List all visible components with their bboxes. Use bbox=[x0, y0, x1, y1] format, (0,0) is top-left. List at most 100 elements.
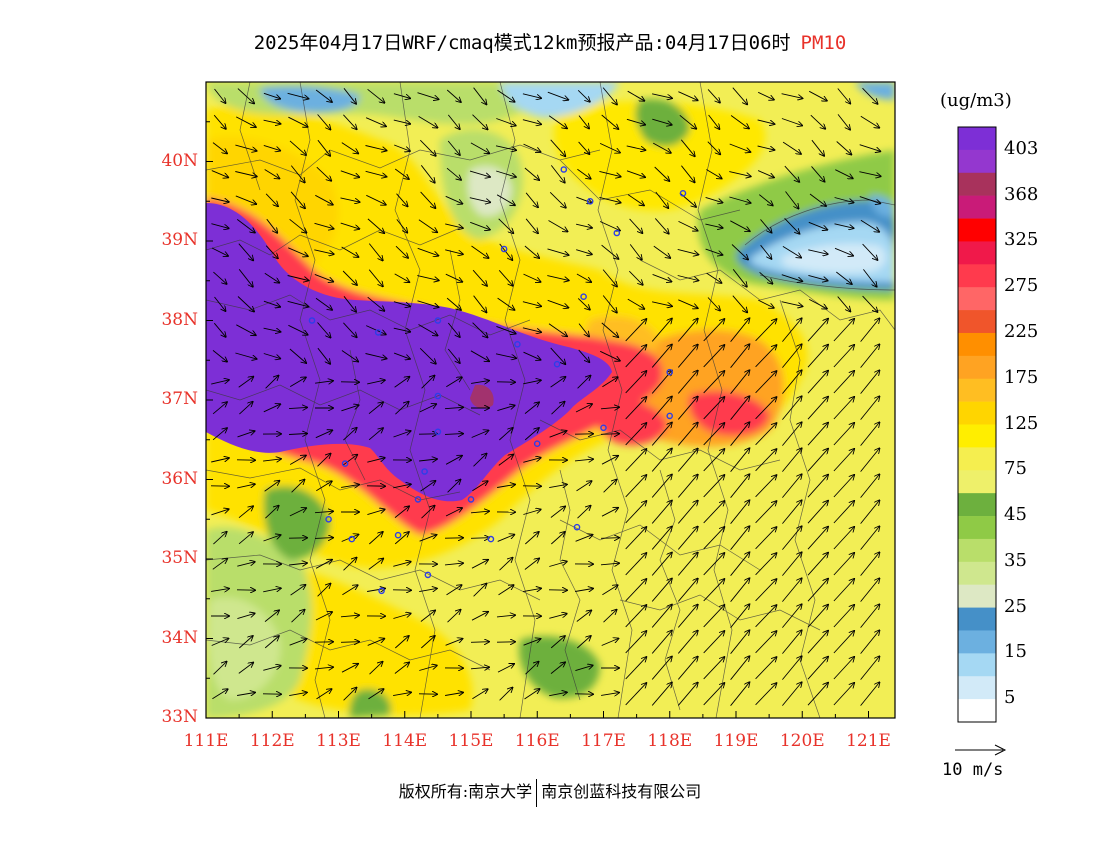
wind-vector bbox=[730, 500, 750, 524]
wind-vector bbox=[214, 88, 226, 103]
wind-vector bbox=[550, 347, 566, 364]
wind-vector bbox=[651, 449, 672, 472]
wind-vector bbox=[807, 657, 828, 680]
wind-vector bbox=[782, 474, 801, 498]
wind-vector bbox=[495, 145, 516, 150]
wind-vector bbox=[651, 345, 672, 368]
wind-vector bbox=[213, 114, 226, 129]
wind-vector bbox=[315, 297, 332, 310]
wind-vector bbox=[651, 423, 672, 446]
wind-vector bbox=[782, 448, 801, 472]
wind-vector bbox=[730, 682, 750, 706]
lat-label-39N: 39N bbox=[161, 230, 198, 250]
wind-vector bbox=[730, 578, 750, 602]
wind-vector bbox=[264, 636, 279, 649]
wind-vector bbox=[677, 475, 697, 498]
wind-vector bbox=[446, 167, 461, 180]
wind-vector bbox=[343, 428, 356, 441]
wind-vector bbox=[263, 144, 280, 150]
wind-vector bbox=[755, 397, 777, 420]
lon-label-114E: 114E bbox=[382, 731, 428, 751]
wind-vector bbox=[496, 170, 516, 177]
wind-vector bbox=[343, 114, 356, 129]
wind-vector bbox=[368, 559, 383, 570]
wind-vector bbox=[420, 611, 435, 622]
city-marker bbox=[434, 317, 442, 324]
colorbar-label-175: 175 bbox=[1004, 366, 1039, 388]
wind-vector bbox=[757, 119, 775, 124]
wind-vector bbox=[394, 168, 409, 179]
wind-vector bbox=[446, 585, 462, 596]
wind-vector bbox=[472, 114, 488, 130]
colorbar-label-5: 5 bbox=[1004, 687, 1016, 709]
wind-vector bbox=[264, 272, 279, 282]
wind-vector bbox=[497, 89, 515, 102]
wind-vector bbox=[808, 221, 827, 229]
wind-vector bbox=[705, 223, 722, 228]
wind-vector bbox=[681, 165, 694, 183]
wind-vector bbox=[237, 562, 254, 567]
wind-vector bbox=[703, 423, 725, 446]
wind-vector bbox=[807, 683, 828, 706]
wind-vector bbox=[808, 249, 827, 254]
city-marker bbox=[374, 329, 382, 336]
wind-vector bbox=[523, 351, 541, 360]
wind-vector bbox=[549, 562, 566, 567]
wind-vector bbox=[470, 221, 490, 229]
wind-vector bbox=[289, 456, 306, 465]
wind-vector bbox=[497, 297, 515, 310]
colorbar-label-125: 125 bbox=[1004, 412, 1039, 434]
wind-vector bbox=[288, 407, 307, 408]
wind-vector bbox=[394, 506, 409, 518]
wind-vector bbox=[316, 481, 331, 492]
wind-vector bbox=[730, 220, 749, 231]
colorbar-swatch bbox=[958, 584, 996, 608]
wind-vector bbox=[499, 558, 513, 571]
wind-vector bbox=[807, 345, 828, 368]
wind-vector bbox=[314, 249, 333, 254]
city-marker bbox=[434, 428, 442, 436]
wind-vector bbox=[678, 91, 697, 101]
wind-vector bbox=[447, 610, 461, 623]
wind-vector bbox=[396, 219, 407, 232]
wind-vector bbox=[625, 449, 647, 472]
wind-vector bbox=[419, 666, 436, 671]
wind-vector bbox=[238, 636, 252, 649]
wind-vector bbox=[366, 194, 385, 204]
wind-vector bbox=[264, 610, 279, 622]
wind-vector bbox=[703, 579, 725, 602]
wind-vector bbox=[498, 585, 514, 596]
wind-vector bbox=[729, 196, 750, 203]
wind-vector bbox=[211, 170, 228, 178]
wind-vector bbox=[755, 319, 777, 342]
footer-right: 南京创蓝科技有限公司 bbox=[541, 782, 702, 801]
wind-vector bbox=[755, 449, 777, 472]
colorbar-swatch bbox=[958, 493, 996, 517]
wind-vector bbox=[343, 296, 356, 311]
wind-vector bbox=[600, 434, 619, 435]
wind-vector bbox=[211, 223, 228, 229]
wind-vector bbox=[603, 610, 617, 623]
wind-vector bbox=[730, 318, 750, 342]
wind-vector bbox=[677, 319, 697, 342]
wind-vector bbox=[419, 459, 437, 461]
vector-scale-label: 10 m/s bbox=[942, 760, 1004, 780]
wind-vector bbox=[860, 370, 880, 394]
wind-vector bbox=[860, 448, 880, 472]
wind-vector bbox=[237, 296, 254, 312]
wind-vector bbox=[601, 322, 618, 337]
wind-vector bbox=[316, 166, 331, 181]
wind-vector bbox=[523, 380, 541, 385]
wind-vector bbox=[547, 299, 569, 307]
wind-vector bbox=[549, 692, 567, 695]
city-marker bbox=[421, 468, 428, 475]
wind-vector bbox=[548, 115, 567, 129]
wind-vector bbox=[757, 145, 775, 150]
wind-vector bbox=[575, 535, 593, 542]
wind-vector bbox=[703, 371, 725, 394]
wind-vector bbox=[445, 456, 462, 465]
wind-vector bbox=[625, 527, 647, 550]
wind-vector bbox=[578, 115, 589, 129]
wind-vector bbox=[471, 431, 489, 438]
wind-vector bbox=[473, 295, 487, 313]
